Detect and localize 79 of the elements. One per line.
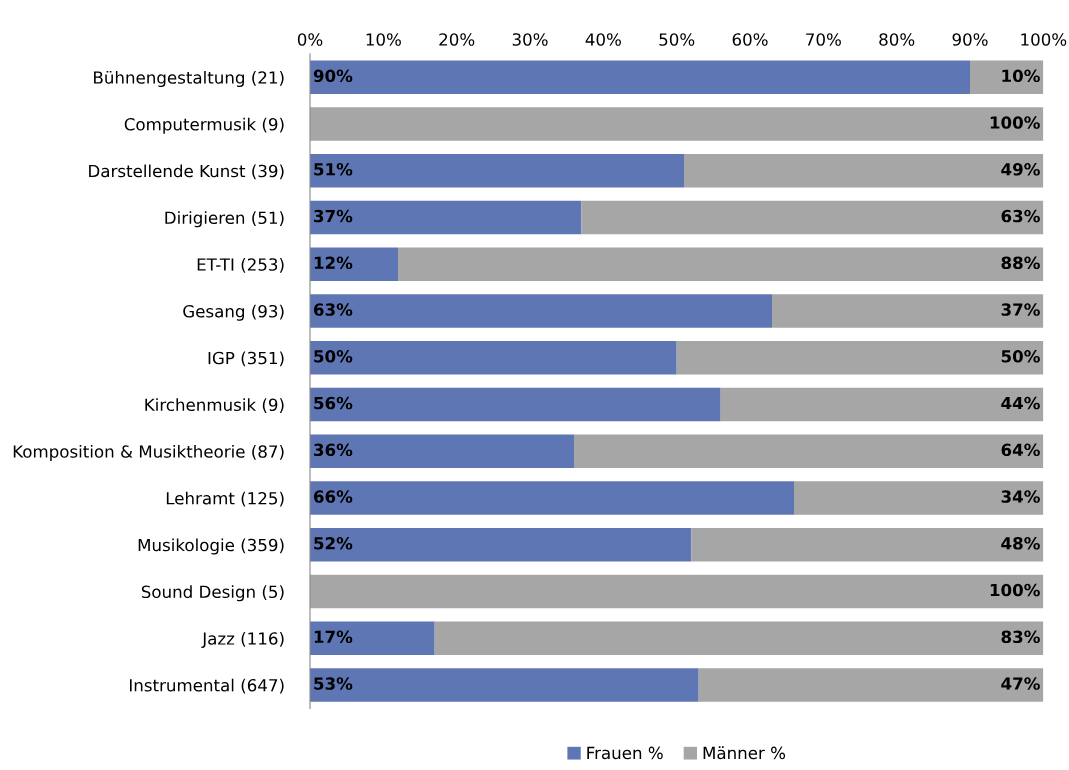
y-tick-label: Darstellende Kunst (39)	[89, 164, 284, 180]
data-label: 17%	[314, 630, 353, 644]
data-label: 49%	[1001, 163, 1040, 176]
data-label: 44%	[1001, 396, 1040, 410]
x-tick-label: 10%	[366, 33, 401, 46]
y-tick-label: Jazz (116)	[201, 631, 284, 648]
data-label: 66%	[313, 490, 353, 503]
data-label: 10%	[1002, 69, 1040, 83]
bar	[310, 153, 685, 188]
data-label: 12%	[314, 256, 353, 270]
y-tick-label: Musikologie (359)	[138, 538, 284, 555]
bar	[310, 621, 435, 656]
y-tick-label: Gesang (93)	[183, 304, 284, 321]
legend-label: Frauen %	[587, 746, 663, 760]
data-label: 100%	[990, 583, 1040, 597]
data-label: 64%	[1001, 443, 1040, 457]
data-label: 83%	[1001, 630, 1040, 644]
data-label: 36%	[314, 443, 353, 457]
bar	[574, 434, 1044, 469]
bar	[310, 107, 1044, 141]
bar	[310, 294, 773, 328]
bar	[310, 387, 721, 422]
bar	[310, 527, 692, 562]
bar	[720, 387, 1044, 422]
bar	[310, 668, 699, 702]
y-tick-label: Dirigieren (51)	[165, 211, 284, 228]
x-tick-label: 70%	[806, 33, 841, 46]
x-tick-label: 80%	[879, 33, 915, 46]
bar	[434, 621, 1044, 656]
data-label: 52%	[314, 537, 353, 550]
data-label: 90%	[313, 69, 353, 83]
data-label: 47%	[1001, 677, 1040, 690]
bar	[398, 247, 1044, 282]
x-tick-label: 100%	[1021, 33, 1067, 46]
y-tick-label: IGP (351)	[208, 351, 284, 367]
bar	[310, 340, 677, 375]
x-tick-label: 60%	[732, 33, 768, 46]
data-label: 37%	[1001, 303, 1040, 316]
y-tick-label: Bühnengestaltung (21)	[94, 70, 284, 88]
bar	[310, 574, 1044, 609]
bar	[698, 668, 1044, 702]
data-label: 56%	[314, 396, 353, 410]
data-label: 37%	[314, 209, 353, 223]
bar	[691, 527, 1044, 562]
data-label: 53%	[314, 677, 353, 690]
bar	[970, 60, 1044, 95]
bar	[310, 247, 399, 282]
bar	[684, 153, 1044, 188]
data-label: 63%	[313, 303, 353, 316]
data-label: 100%	[990, 116, 1040, 129]
bar	[310, 481, 795, 515]
bar	[794, 481, 1044, 515]
x-tick-label: 20%	[439, 33, 475, 46]
y-tick-label: Komposition & Musiktheorie (87)	[13, 444, 284, 462]
x-tick-label: 0%	[297, 33, 323, 46]
legend-label: Männer %	[703, 746, 786, 760]
y-tick-label: Lehramt (125)	[166, 491, 284, 507]
x-tick-label: 30%	[512, 33, 548, 46]
bar	[581, 200, 1044, 235]
data-label: 63%	[1001, 209, 1040, 223]
y-tick-label: Instrumental (647)	[129, 678, 284, 694]
bar	[310, 434, 575, 469]
y-tick-label: ET-TI (253)	[197, 257, 284, 273]
y-tick-label: Sound Design (5)	[141, 585, 284, 602]
data-label: 50%	[314, 350, 353, 363]
data-label: 50%	[1001, 350, 1040, 363]
data-label: 48%	[1001, 537, 1040, 550]
x-tick-label: 40%	[585, 33, 621, 46]
x-tick-label: 90%	[952, 33, 988, 46]
y-tick-label: Computermusik (9)	[124, 117, 284, 134]
data-label: 34%	[1001, 490, 1040, 503]
bar	[772, 294, 1044, 328]
data-label: 88%	[1001, 256, 1040, 270]
bar	[310, 60, 971, 95]
y-tick-label: Kirchenmusik (9)	[145, 398, 284, 414]
data-label: 51%	[314, 163, 353, 176]
bar	[310, 200, 582, 235]
bar	[676, 340, 1044, 375]
x-tick-label: 50%	[659, 33, 695, 46]
